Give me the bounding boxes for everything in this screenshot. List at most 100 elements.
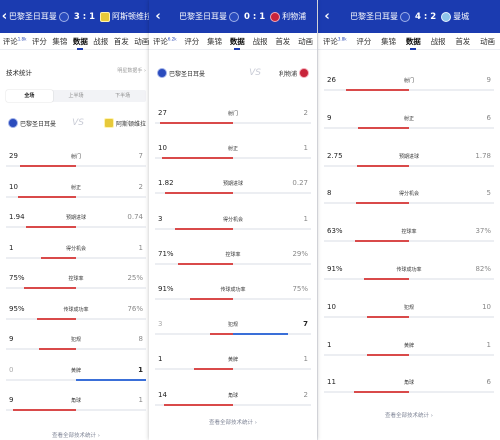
away-bar: [409, 391, 439, 394]
away-value: 82%: [475, 265, 491, 273]
home-bar: [366, 315, 409, 318]
stat-row: 29 射门 7: [6, 152, 146, 170]
tab-label: 首发: [455, 36, 471, 46]
away-bar: [409, 126, 443, 129]
home-team-name: 巴黎圣日耳曼: [350, 12, 398, 21]
home-value: 1: [9, 243, 14, 252]
back-icon[interactable]: ‹: [155, 9, 161, 24]
home-value: 1: [158, 355, 163, 364]
tab-3[interactable]: 数据: [73, 36, 88, 50]
match-score: 4 : 2: [415, 11, 437, 22]
stat-name: 控球率: [68, 276, 84, 282]
stat-row: 75% 控球率 25%: [6, 274, 146, 292]
tab-3[interactable]: 数据: [406, 36, 421, 50]
tab-1[interactable]: 评分: [356, 36, 371, 47]
tab-label: 评论: [152, 36, 168, 46]
view-all-stats-link[interactable]: 查看全部技术统计 ›: [209, 420, 257, 426]
comparison-bar: [6, 165, 146, 167]
panel-psg-liverpool: ‹ 巴黎圣日耳曼 0 : 1 利物浦 评论6.2k 评分 集锦 数据 战报 首发 动画 巴黎…: [149, 0, 317, 440]
home-value: 29: [9, 152, 18, 160]
tab-2[interactable]: 集锦: [52, 36, 67, 47]
tab-5[interactable]: 首发: [455, 36, 470, 47]
home-bar: [357, 164, 409, 167]
stat-row: 10 射正 2: [6, 183, 146, 201]
home-bar: [13, 409, 76, 411]
comparison-bar: [324, 240, 494, 243]
view-all-stats-link[interactable]: 查看全部技术统计 ›: [52, 433, 100, 439]
stat-name: 传球成功率: [396, 267, 422, 273]
away-bar: [409, 89, 432, 91]
home-crest-icon: [58, 11, 69, 22]
away-value: 2: [138, 182, 143, 191]
tab-6[interactable]: 动画: [298, 36, 313, 47]
tab-2[interactable]: 集锦: [381, 36, 396, 47]
segment-second-half[interactable]: 下半场: [115, 93, 131, 99]
panel-psg-mancity: ‹ 巴黎圣日耳曼 4 : 2 曼城 评论3.8k 评分 集锦 数据 战报 首发 动画 26 射…: [318, 0, 500, 440]
stat-row: 71% 控球率 29%: [155, 250, 311, 268]
stat-row: 91% 传球成功率 75%: [155, 285, 311, 303]
stat-row: 2.75 预期进球 1.78: [324, 152, 494, 170]
home-crest-icon: [229, 11, 239, 22]
away-value: 6: [486, 378, 491, 387]
segment-first-half[interactable]: 上半场: [68, 93, 84, 99]
away-bar: [409, 278, 449, 280]
away-crest-icon: [100, 11, 110, 22]
stat-name: 控球率: [401, 229, 417, 236]
tab-bar: 评论6.2k 评分 集锦 数据 战报 首发 动画: [149, 33, 317, 50]
home-bar: [358, 126, 409, 129]
tab-1[interactable]: 评分: [184, 36, 199, 47]
away-value: 1: [303, 214, 308, 223]
stat-name: 预期进球: [65, 215, 86, 221]
match-score: 0 : 1: [244, 11, 266, 22]
away-team-name: 阿斯顿维拉: [115, 120, 146, 128]
comparison-bar: [155, 157, 311, 160]
segment-full[interactable]: 全场: [6, 90, 53, 102]
tab-0[interactable]: 评论1.8k: [3, 36, 27, 47]
tab-5[interactable]: 首发: [114, 36, 129, 47]
tab-6[interactable]: 动画: [134, 36, 149, 47]
tab-0[interactable]: 评论6.2k: [153, 36, 177, 47]
stat-name: 得分机会: [222, 216, 243, 223]
view-all-stats-link[interactable]: 查看全部技术统计 ›: [385, 413, 433, 419]
stat-row: 14 角球 2: [155, 391, 311, 409]
stat-name: 角球: [70, 398, 81, 404]
stat-row: 1.82 预期进球 0.27: [155, 179, 311, 197]
back-icon[interactable]: ‹: [1, 9, 8, 24]
home-value: 95%: [9, 304, 25, 313]
stat-name: 射正: [403, 115, 414, 122]
away-value: 7: [138, 152, 143, 160]
tab-6[interactable]: 动画: [480, 36, 495, 47]
away-bar: [76, 195, 88, 198]
home-bar: [355, 240, 409, 243]
home-bar: [366, 353, 409, 356]
tab-label: 数据: [229, 36, 245, 46]
home-value: 71%: [158, 249, 174, 258]
home-crest-icon: [400, 11, 410, 22]
tab-4[interactable]: 战报: [93, 36, 108, 47]
away-crest-icon: [103, 118, 114, 128]
tab-label: 集锦: [381, 36, 397, 46]
tab-0[interactable]: 评论3.8k: [323, 36, 347, 47]
away-value: 1.78: [475, 151, 491, 160]
comparison-bar: [155, 333, 311, 336]
tab-4[interactable]: 战报: [431, 36, 446, 47]
tab-5[interactable]: 首发: [275, 36, 290, 47]
away-value: 1: [303, 144, 308, 153]
away-team-name: 阿斯顿维拉: [112, 12, 152, 21]
comparison-bar: [6, 378, 146, 381]
away-bar: [233, 192, 244, 195]
tab-3[interactable]: 数据: [229, 36, 245, 50]
section-more-link[interactable]: 明星数据手 ›: [117, 68, 146, 74]
stat-name: 得分机会: [65, 245, 86, 252]
tab-4[interactable]: 战报: [253, 36, 268, 47]
tab-1[interactable]: 评分: [32, 36, 47, 47]
away-value: 5: [486, 189, 491, 198]
stat-name: 射门: [70, 154, 81, 160]
home-value: 1.94: [9, 213, 25, 221]
tab-2[interactable]: 集锦: [207, 36, 222, 47]
away-value: 76%: [127, 304, 143, 313]
home-bar: [177, 262, 233, 265]
back-icon[interactable]: ‹: [324, 9, 330, 24]
comparison-bar: [6, 348, 146, 350]
home-value: 10: [327, 302, 336, 311]
